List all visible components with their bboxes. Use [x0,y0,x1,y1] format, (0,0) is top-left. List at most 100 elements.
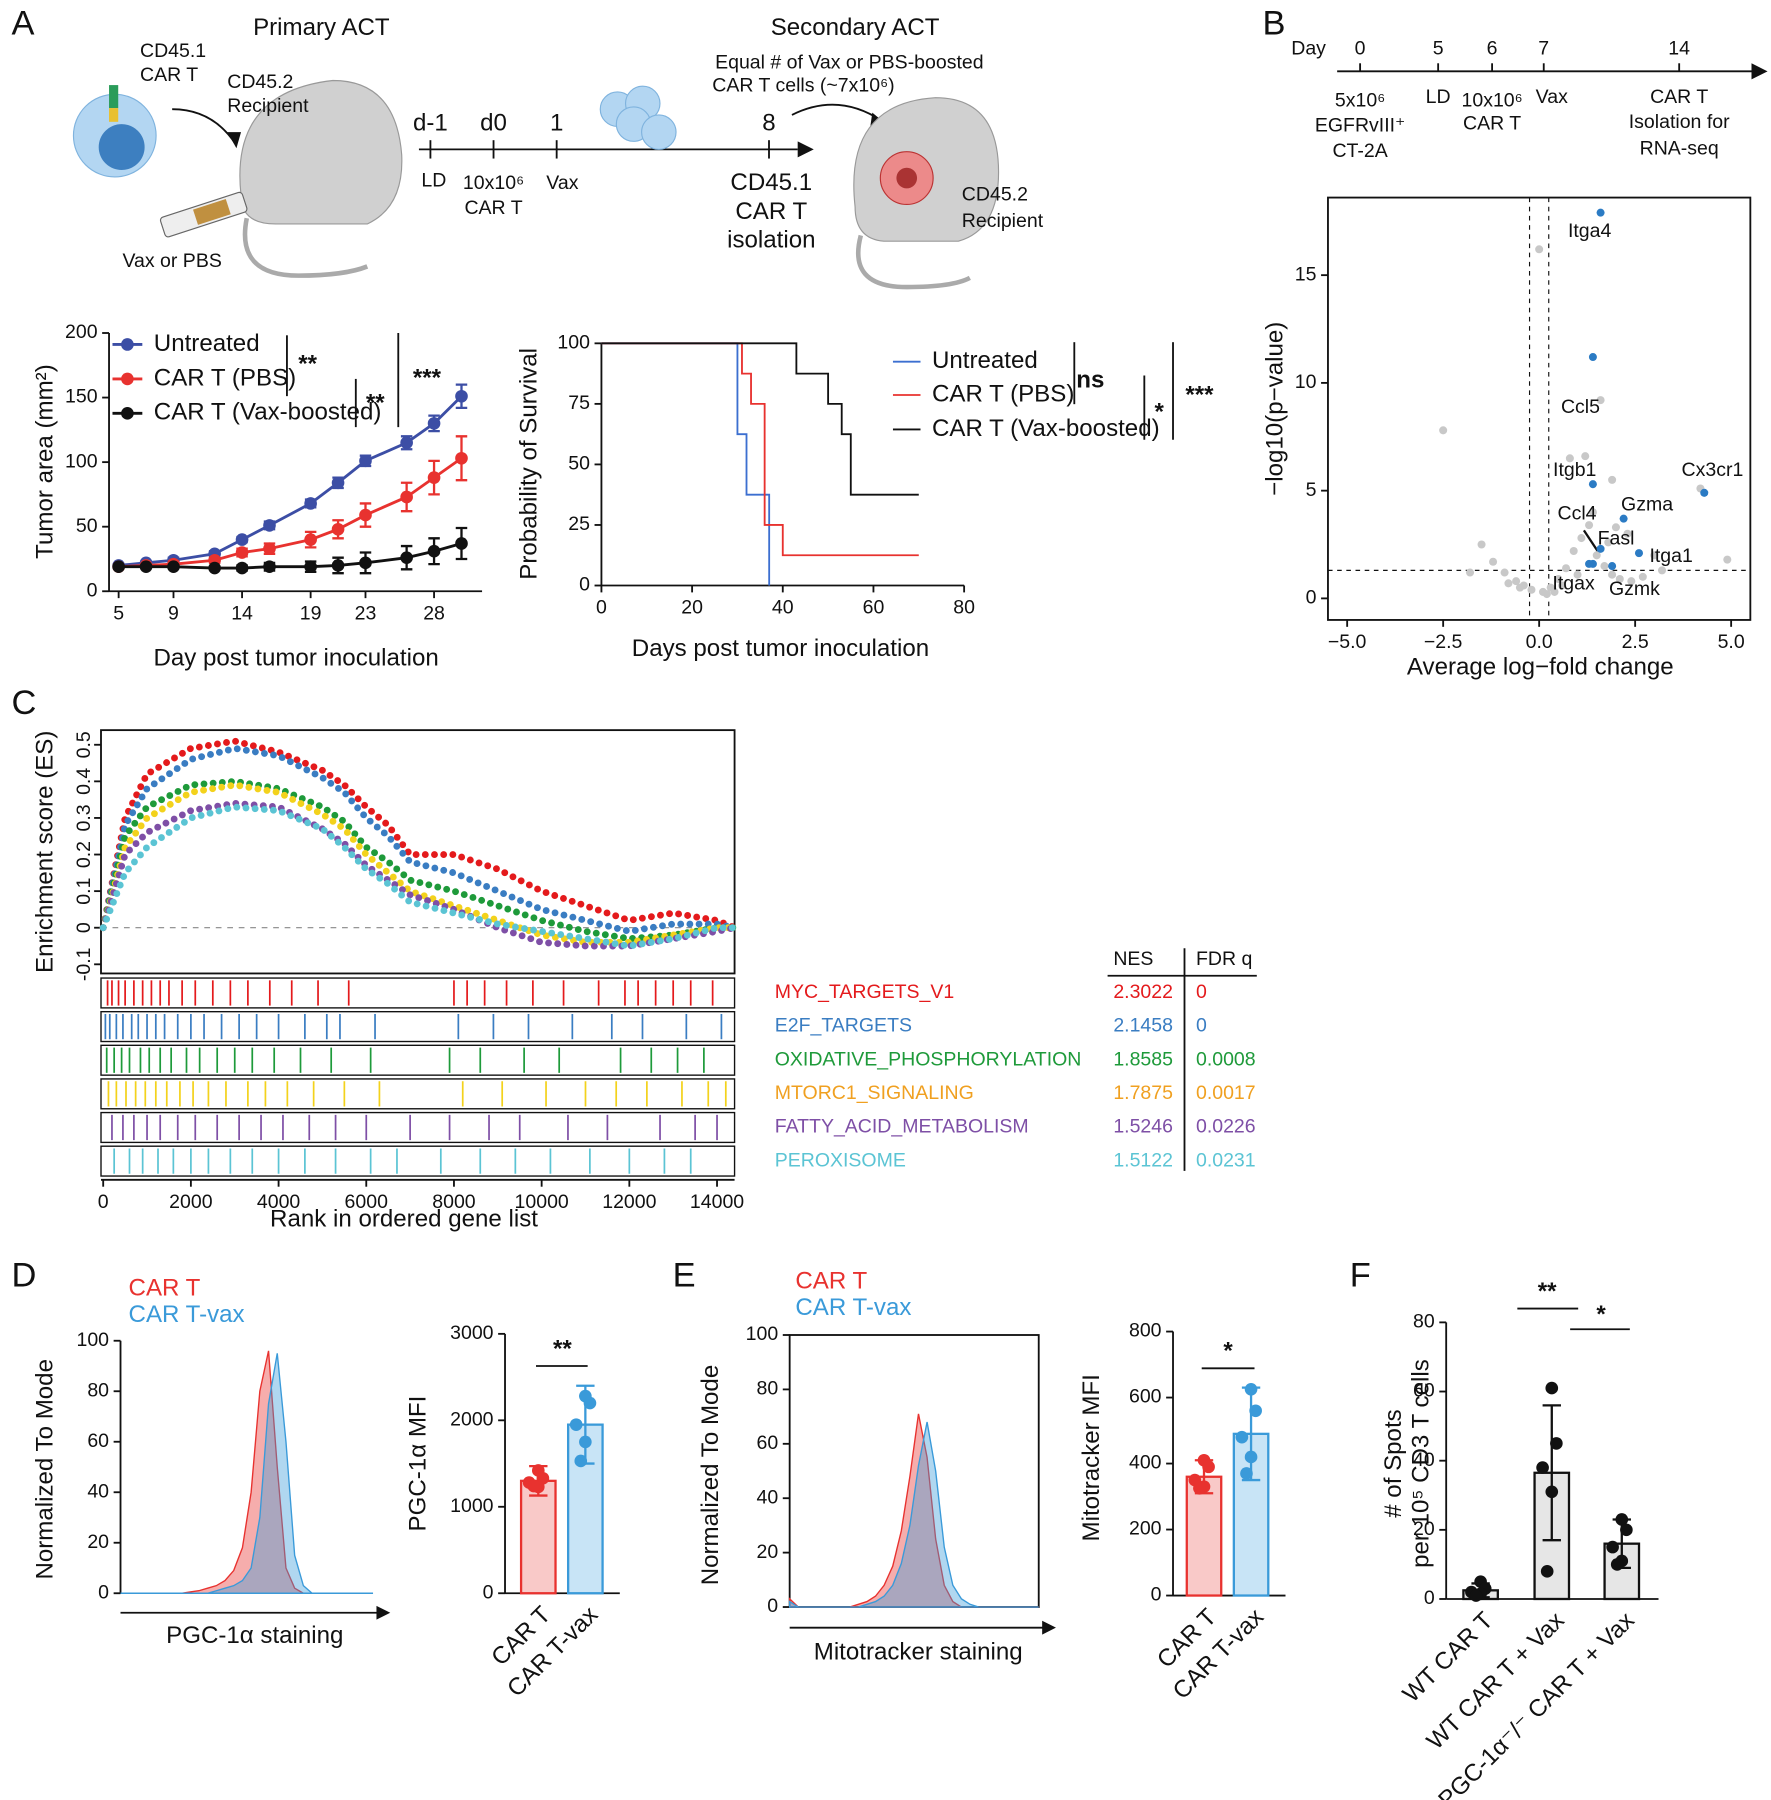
data-point [1249,1404,1262,1418]
y-tick-label: 0.4 [73,768,95,795]
timeline-tick-label: 1 [550,109,563,136]
x-tick-label: 20 [681,597,703,619]
data-point [331,476,345,490]
x-tick-label: 40 [772,597,794,619]
y-tick-label: 0 [1306,587,1317,609]
y-axis-label: Normalized To Mode [697,1365,724,1586]
x-axis-label: Rank in ordered gene list [270,1206,538,1233]
legend-marker [121,372,134,386]
timeline-label: CAR T [464,197,522,219]
significance: ** [298,351,317,378]
timeline-tick-label: 7 [1538,38,1549,60]
y-tick-label: 60 [1413,1380,1435,1402]
point-label: Cx3cr1 [1682,459,1744,481]
data-point [1638,572,1647,581]
nes: 1.5246 [1113,1116,1173,1138]
y-tick-label: 0 [1151,1584,1162,1606]
data-point [1650,551,1659,560]
plot-frame [100,729,736,975]
x-tick-label: 0 [596,597,607,619]
timeline-label: EGFRvIII⁺ [1315,115,1405,137]
barcode-frame [100,1145,736,1177]
data-point [1512,577,1521,586]
y-tick-label: 80 [87,1379,109,1401]
point-label: Fasl [1598,528,1635,550]
data-point [400,490,413,504]
density-area [788,1421,1039,1608]
label-pointer [1582,529,1599,552]
data-point [400,436,413,450]
data-point [304,533,317,546]
point-label: Itgb1 [1553,459,1596,481]
data-point [1619,514,1628,523]
y-tick-label: 150 [65,386,98,408]
data-point [1623,529,1632,538]
point-label: Gzmk [1609,578,1660,600]
y-tick-label: 60 [87,1430,109,1452]
data-point [1585,559,1594,568]
fdr: 0.0226 [1196,1116,1256,1138]
data-point [455,451,468,465]
y-tick-label: 0 [767,1595,778,1617]
y-tick-label: 60 [756,1432,778,1454]
arrow-head [1042,1620,1056,1635]
density-area [120,1350,374,1594]
data-point [400,551,413,564]
data-point [1588,508,1597,517]
gene-set-name: MTORC1_SIGNALING [775,1082,974,1104]
y-tick-label: 80 [1413,1311,1435,1333]
x-axis-label: PGC-1α staining [166,1622,343,1649]
timeline-label: Vax [546,172,578,194]
x-tick-label: 23 [355,602,377,624]
significance: *** [1185,381,1214,408]
y-tick-label: 75 [568,392,590,414]
data-point [1596,396,1605,405]
y-tick-label: -0.1 [73,948,95,982]
data-point [569,1418,583,1431]
data-point [263,542,276,555]
y-tick-label: 800 [1129,1320,1162,1342]
data-point [455,389,468,403]
data-point [1627,577,1636,586]
barcode-frame [100,1010,736,1043]
x-axis-label: Day post tumor inoculation [153,644,438,671]
legend-label: CAR T [129,1274,201,1301]
arrow-head [1751,63,1768,80]
y-tick-label: 0.2 [73,841,95,868]
data-point [1615,1513,1629,1526]
data-point [1600,562,1609,571]
y-axis-label: # of Spots [1380,1409,1407,1518]
data-point [1608,562,1617,571]
timeline-label: LD [1426,86,1451,108]
data-point [1240,1467,1253,1480]
panel-label: B [1263,4,1286,42]
y-tick-label: 200 [65,321,98,343]
survival-curve [601,342,771,586]
x-tick-label: 14 [231,602,253,624]
label: CD45.2 [227,71,293,93]
data-point [1515,583,1524,592]
legend-label: Untreated [154,330,260,357]
x-axis-label: Average log−fold change [1407,654,1674,681]
data-point [1202,1460,1215,1474]
significance: ns [1076,367,1104,394]
y-tick-label: 0 [73,922,95,933]
y-tick-label: 0.3 [73,804,95,831]
legend-marker [121,407,134,420]
y-tick-label: 0.5 [73,731,95,758]
legend-label: CAR T (PBS) [932,380,1074,407]
x-tick-label: 5.0 [1718,631,1745,653]
data-point [235,546,249,559]
enrichment-curve [99,744,739,935]
point-label: Itgax [1552,573,1595,595]
data-point [235,561,249,575]
title: Primary ACT [253,14,390,41]
barcode-frame [100,1044,736,1076]
panel-label: F [1350,1257,1371,1295]
gene-set-name: MYC_TARGETS_V1 [775,981,955,1003]
nes: 2.1458 [1113,1015,1173,1037]
data-point [167,560,180,574]
data-point [1592,551,1601,560]
point-label: Gzma [1621,493,1673,515]
